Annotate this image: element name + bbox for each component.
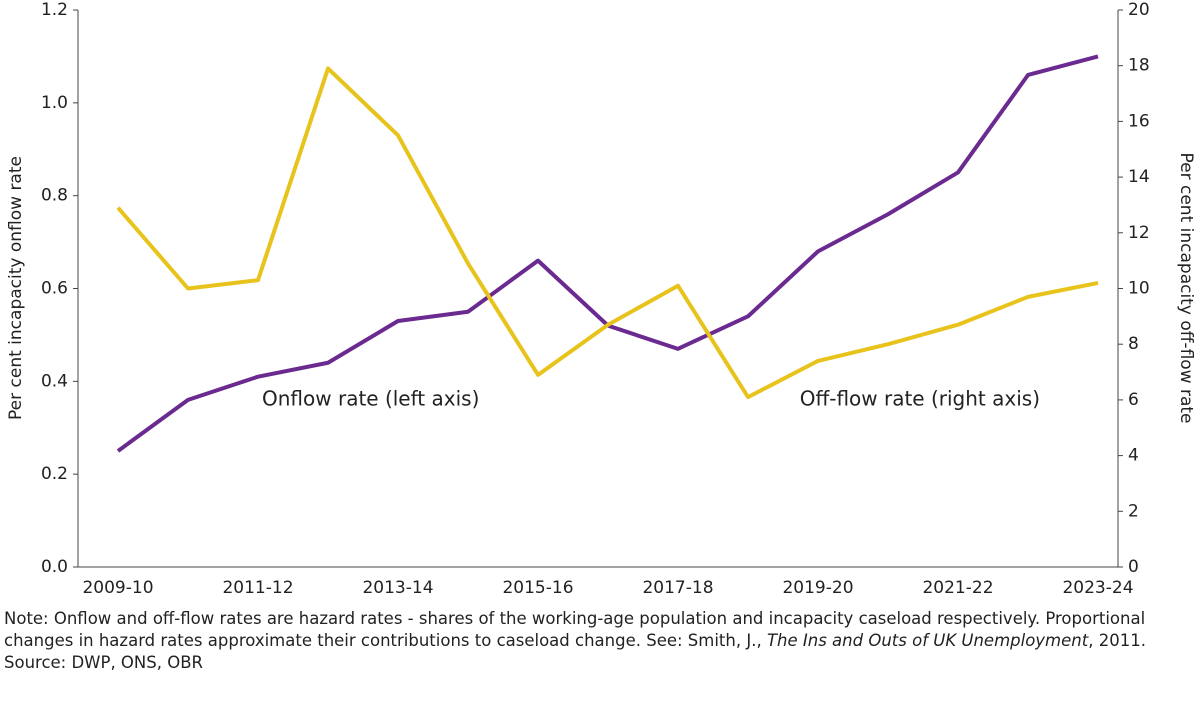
x-tick-label: 2015-16: [502, 578, 573, 598]
y2-axis-label: Per cent incapacity off-flow rate: [1176, 152, 1196, 423]
y2-tick-label: 6: [1128, 390, 1139, 410]
x-tick-label: 2019-20: [782, 578, 853, 598]
y2-tick-label: 16: [1128, 111, 1150, 131]
y2-tick-label: 2: [1128, 501, 1139, 521]
annotation: Onflow rate (left axis): [262, 387, 479, 411]
y2-tick-label: 10: [1128, 279, 1150, 299]
y-tick-label: 0.8: [41, 186, 68, 206]
y-tick-label: 0.2: [41, 464, 68, 484]
y2-tick-label: 4: [1128, 446, 1139, 466]
y2-tick-label: 20: [1128, 0, 1150, 20]
y-axis-label: Per cent incapacity onflow rate: [6, 156, 26, 420]
notes: Note: Onflow and off-flow rates are haza…: [4, 608, 1174, 674]
y2-tick-label: 8: [1128, 334, 1139, 354]
note: , 2011.: [1088, 631, 1146, 650]
y2-tick-label: 18: [1128, 56, 1150, 76]
y-tick-label: 0.4: [41, 371, 68, 391]
x-tick-label: 2023-24: [1062, 578, 1133, 598]
note-citation: The Ins and Outs of UK Unemployment: [766, 631, 1089, 650]
y-tick-label: 1.0: [41, 93, 68, 113]
y-tick-label: 1.2: [41, 0, 68, 20]
chart: Per cent incapacity onflow rate Per cent…: [6, 0, 1196, 598]
annotation: Off-flow rate (right axis): [800, 387, 1040, 411]
x-tick-label: 2011-12: [222, 578, 293, 598]
x-tick-label: 2021-22: [922, 578, 993, 598]
y2-tick-label: 12: [1128, 223, 1150, 243]
y2-tick-label: 14: [1128, 167, 1150, 187]
y-tick-label: 0.0: [41, 557, 68, 577]
series-line: [116, 66, 1099, 400]
note: Note: Onflow and off-flow rates are haza…: [4, 609, 1146, 650]
y2-tick-label: 0: [1128, 557, 1139, 577]
x-tick-label: 2009-10: [82, 578, 153, 598]
x-tick-label: 2017-18: [642, 578, 713, 598]
source: Source: DWP, ONS, OBR: [4, 653, 203, 672]
y-tick-label: 0.6: [41, 279, 68, 299]
x-tick-label: 2013-14: [362, 578, 433, 598]
